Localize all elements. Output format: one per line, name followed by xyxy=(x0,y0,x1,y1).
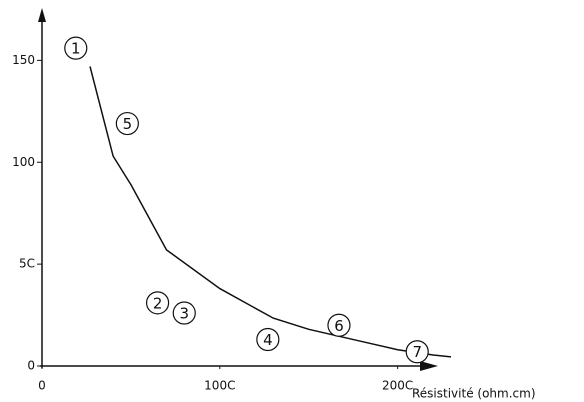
y-tick-label: 5C xyxy=(19,257,35,271)
point-marker xyxy=(327,313,351,337)
x-tick-label: 0 xyxy=(38,379,46,393)
point-marker xyxy=(256,327,280,352)
point-label: 7 xyxy=(412,343,422,361)
y-tick-label: 100 xyxy=(12,155,35,169)
point-label: 2 xyxy=(153,294,163,312)
x-axis-arrow xyxy=(420,361,438,371)
x-tick-label: 200C xyxy=(382,379,413,393)
y-tick-label: 0 xyxy=(27,359,35,373)
point-label: 1 xyxy=(71,40,81,58)
y-tick-label: 150 xyxy=(12,53,35,67)
point-label: 4 xyxy=(263,331,273,349)
point-label: 5 xyxy=(123,115,133,133)
point-marker xyxy=(64,36,88,60)
x-axis-label: Résistivité (ohm.cm) xyxy=(412,387,536,401)
point-marker xyxy=(145,291,170,315)
x-tick-label: 100C xyxy=(204,379,235,393)
point-marker xyxy=(115,111,139,136)
y-axis-arrow xyxy=(38,8,46,22)
curve xyxy=(89,66,452,358)
point-marker xyxy=(405,340,429,364)
point-label: 6 xyxy=(334,317,344,335)
point-label: 3 xyxy=(179,305,189,323)
point-marker xyxy=(172,301,196,325)
